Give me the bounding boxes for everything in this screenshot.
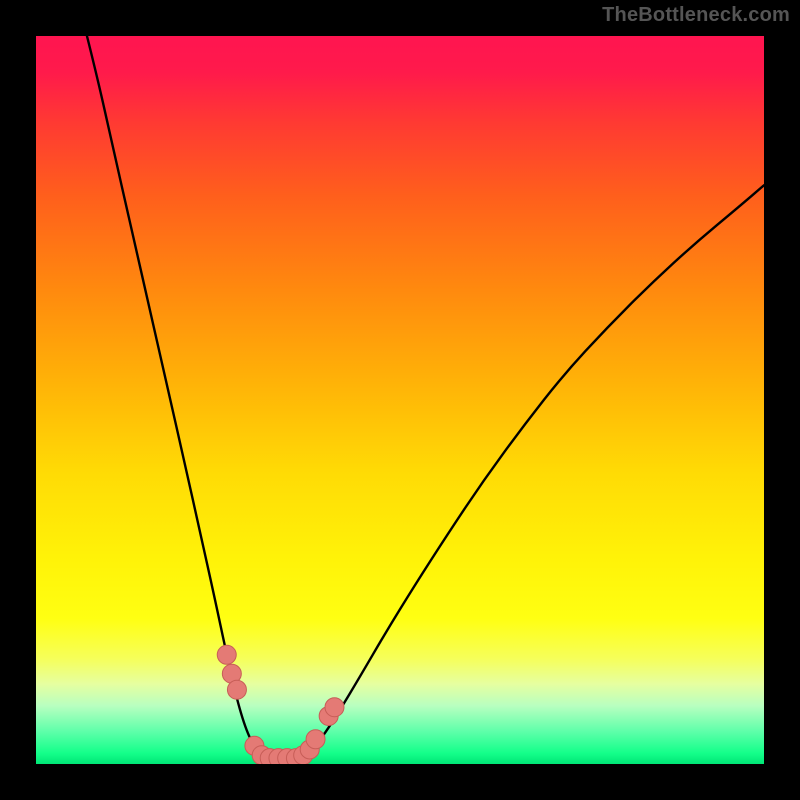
data-marker [217,645,236,664]
chart-svg [36,36,764,764]
watermark-text: TheBottleneck.com [602,4,790,27]
chart-outer-frame: TheBottleneck.com [0,0,800,800]
data-marker [325,698,344,717]
chart-background-gradient [36,36,764,764]
chart-plot-area [36,36,764,764]
data-marker [227,680,246,699]
data-marker [306,730,325,749]
